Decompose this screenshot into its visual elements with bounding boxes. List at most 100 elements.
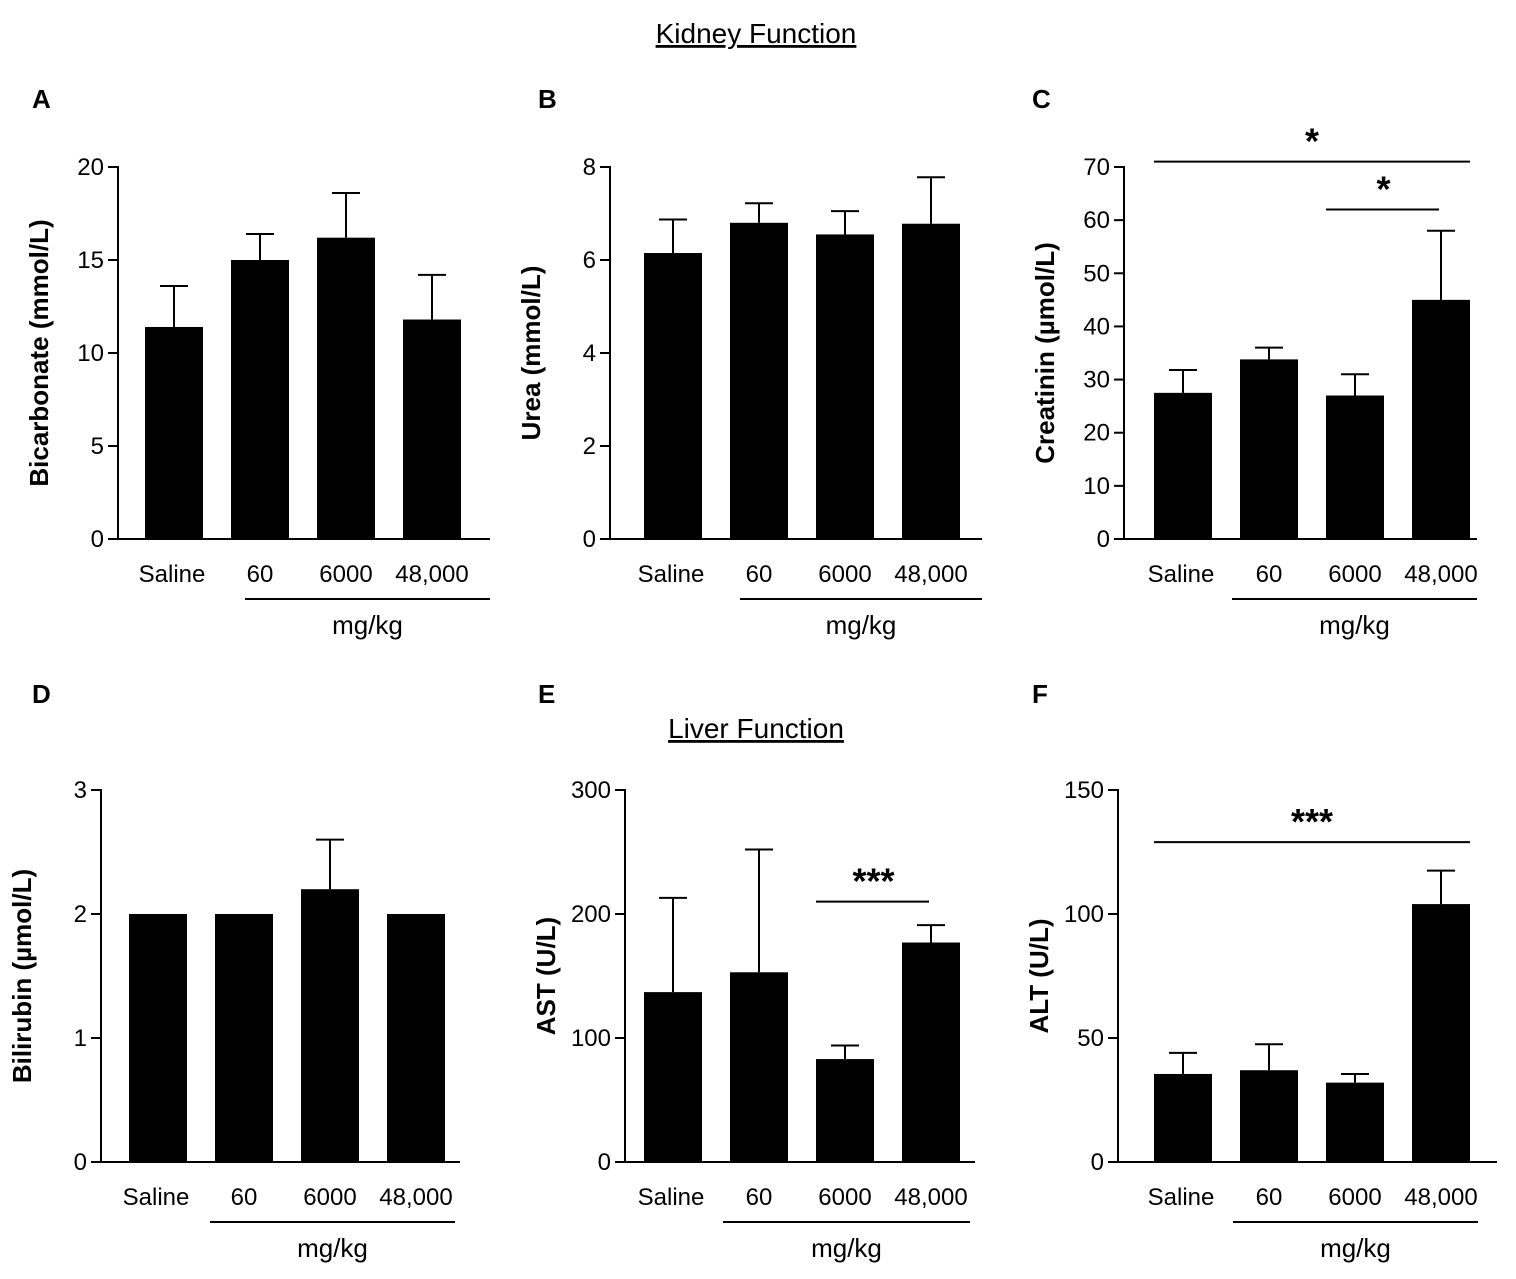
y-tick-label: 5	[91, 433, 104, 460]
bar	[1326, 395, 1384, 539]
y-tick-label: 50	[1077, 1025, 1104, 1052]
significance-bracket: *	[1326, 169, 1439, 211]
bar	[1412, 904, 1470, 1162]
y-tick-label: 2	[74, 901, 87, 928]
significance-label: *	[1376, 169, 1390, 210]
y-tick-label: 1	[74, 1025, 87, 1052]
y-axis-title: Urea (mmol/L)	[516, 266, 546, 441]
bar	[816, 1059, 874, 1162]
bar	[1412, 299, 1470, 539]
bar	[317, 237, 375, 539]
panel-c: C 0 10 20 30 40 50 60 70 Creatinin (µmol/L) Saline…	[1030, 84, 1478, 640]
error-bar	[745, 202, 773, 223]
x-tick-label: 48,000	[894, 1184, 967, 1211]
group-label: mg/kg	[332, 610, 403, 640]
error-bar	[246, 232, 274, 260]
x-tick-label: 48,000	[894, 561, 967, 588]
group-label: mg/kg	[811, 1233, 882, 1263]
x-tick-label: 6000	[818, 561, 871, 588]
y-tick-label: 40	[1083, 313, 1110, 340]
y-tick-label: 300	[571, 777, 611, 804]
bar	[902, 942, 960, 1162]
y-tick-label: 60	[1083, 207, 1110, 234]
x-tick-label: 6000	[818, 1184, 871, 1211]
y-tick-label: 20	[77, 154, 104, 181]
y-tick-label: 30	[1083, 367, 1110, 394]
y-tick-label: 100	[1064, 901, 1104, 928]
y-tick-label: 20	[1083, 420, 1110, 447]
group-label: mg/kg	[297, 1233, 368, 1263]
x-tick-label: Saline	[123, 1184, 190, 1211]
liver-section-title: Liver Function	[668, 713, 844, 744]
panel-d: D 0 1 2 3 Bilirubin (µmol/L) Saline 60 6000 48,00…	[7, 679, 460, 1263]
y-tick-label: 2	[583, 433, 596, 460]
panel-letter: F	[1032, 679, 1048, 709]
bar	[644, 992, 702, 1162]
y-tick-label: 0	[91, 526, 104, 553]
x-tick-label: 6000	[1328, 561, 1381, 588]
error-bar	[1341, 373, 1369, 396]
bar	[1154, 392, 1212, 539]
error-bar	[659, 218, 687, 254]
error-bar	[917, 924, 945, 943]
x-tick-label: 60	[746, 1184, 773, 1211]
y-tick-label: 3	[74, 777, 87, 804]
group-label: mg/kg	[1319, 610, 1390, 640]
bar	[1240, 1070, 1298, 1162]
panel-letter: C	[1032, 84, 1051, 114]
error-bar	[659, 896, 687, 993]
error-bar	[418, 273, 446, 320]
x-tick-label: 6000	[319, 561, 372, 588]
x-tick-label: 6000	[1328, 1184, 1381, 1211]
panel-letter: D	[32, 679, 51, 709]
error-bar	[1169, 1051, 1197, 1074]
x-tick-label: 60	[746, 561, 773, 588]
panel-e: E 0 100 200 300 AST (U/L) Saline 60 6000 48,000 mg…	[531, 679, 975, 1263]
error-bar	[831, 210, 859, 235]
y-tick-label: 150	[1064, 777, 1104, 804]
y-tick-label: 6	[583, 247, 596, 274]
panel-letter: B	[538, 84, 557, 114]
y-tick-label: 8	[583, 154, 596, 181]
x-tick-label: 48,000	[379, 1184, 452, 1211]
kidney-section-title: Kidney Function	[656, 18, 857, 49]
panel-f: F 0 50 100 150 ALT (U/L) Saline 60 6000 48,000 mg/…	[1024, 679, 1497, 1263]
y-axis-title: Creatinin (µmol/L)	[1030, 242, 1060, 464]
x-tick-label: 60	[231, 1184, 258, 1211]
x-tick-label: Saline	[139, 561, 206, 588]
bar	[387, 914, 445, 1162]
bar	[301, 889, 359, 1162]
x-tick-label: 48,000	[1404, 1184, 1477, 1211]
error-bar	[745, 848, 773, 973]
panel-b: B 0 2 4 6 8 Urea (mmol/L) Saline 60 6000 48,000 mg/…	[516, 84, 982, 640]
significance-label: ***	[1291, 801, 1333, 842]
y-tick-label: 4	[583, 340, 596, 367]
error-bar	[1341, 1072, 1369, 1083]
significance-bracket: *	[1154, 121, 1470, 163]
significance-label: ***	[852, 861, 894, 902]
x-tick-label: Saline	[1148, 1184, 1215, 1211]
bar	[145, 326, 203, 539]
x-tick-label: 60	[247, 561, 274, 588]
panel-letter: E	[538, 679, 555, 709]
y-tick-label: 10	[1083, 473, 1110, 500]
error-bar	[917, 176, 945, 224]
significance-label: *	[1305, 121, 1319, 162]
y-tick-label: 0	[1091, 1149, 1104, 1176]
significance-bracket: ***	[1154, 801, 1470, 844]
error-bar	[1255, 346, 1283, 360]
y-tick-label: 70	[1083, 154, 1110, 181]
y-tick-label: 200	[571, 901, 611, 928]
error-bar	[316, 838, 344, 890]
bar	[730, 972, 788, 1162]
significance-bracket: ***	[816, 861, 929, 903]
bar	[231, 260, 289, 539]
y-tick-label: 0	[583, 526, 596, 553]
error-bar	[1427, 869, 1455, 905]
y-axis-title: ALT (U/L)	[1024, 918, 1054, 1033]
error-bar	[1427, 229, 1455, 300]
x-tick-label: 48,000	[1404, 561, 1477, 588]
x-tick-label: 6000	[303, 1184, 356, 1211]
error-bar	[831, 1044, 859, 1060]
